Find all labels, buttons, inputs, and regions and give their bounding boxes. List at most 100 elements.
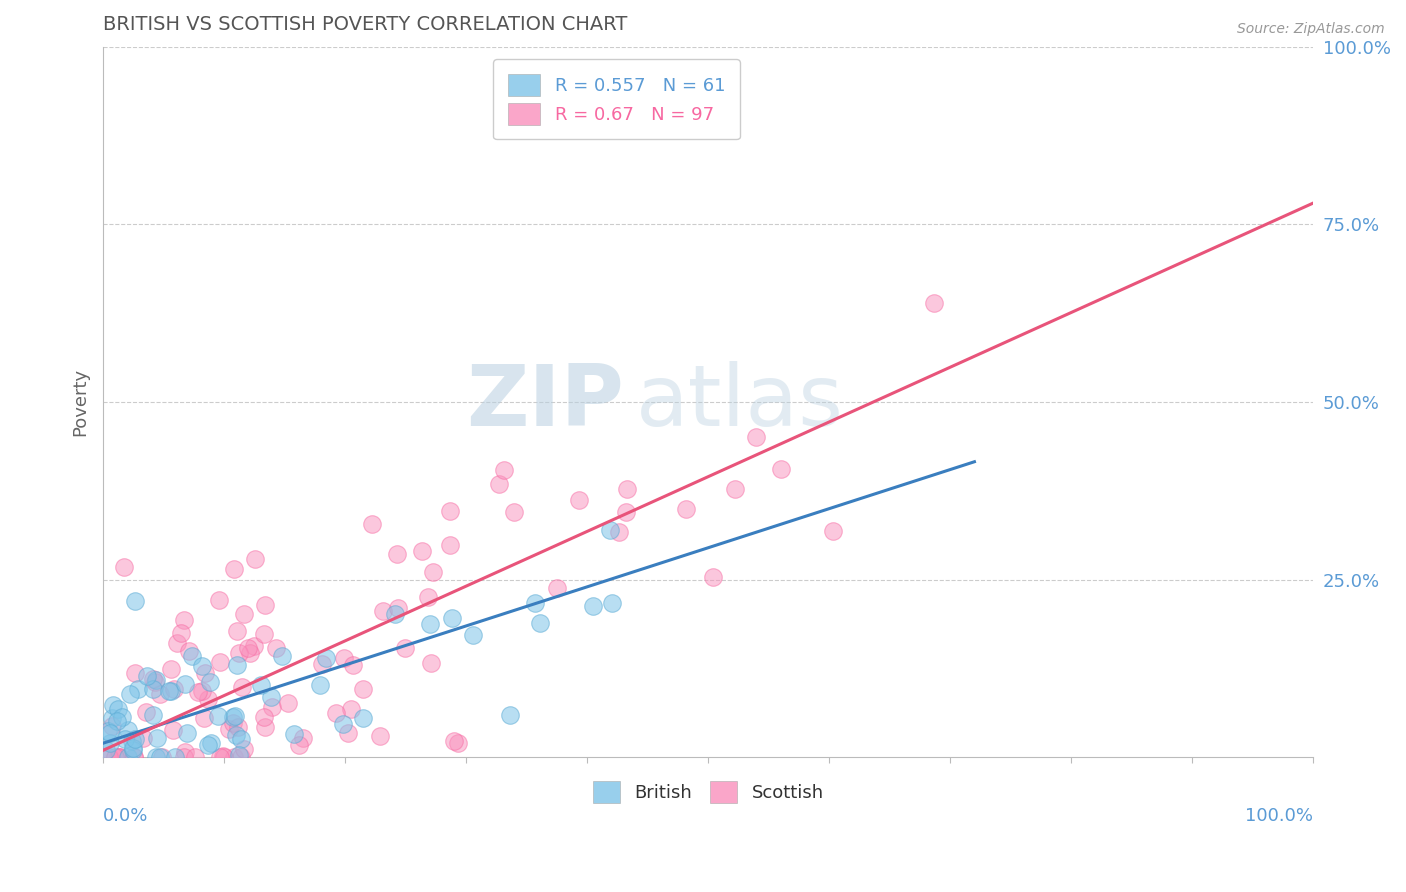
Point [150,750,173,764]
Point [97,750,120,764]
Point [253,627,276,641]
Point [200,736,222,750]
Point [105,714,128,728]
Point [131,731,153,746]
Point [769,462,792,476]
Point [208,593,231,607]
Point [145,675,167,690]
Point [208,750,231,764]
Point [180,649,202,664]
Point [121,741,143,756]
Point [101,698,124,712]
Point [325,706,347,720]
Point [124,732,146,747]
Text: BRITISH VS SCOTTISH POVERTY CORRELATION CHART: BRITISH VS SCOTTISH POVERTY CORRELATION … [103,15,627,34]
Point [239,646,262,660]
Point [283,727,305,741]
Point [340,702,363,716]
Point [135,668,157,682]
Point [221,716,243,731]
Point [336,726,359,740]
Point [253,720,276,734]
Point [122,750,145,764]
Point [411,543,433,558]
Point [176,725,198,739]
Point [162,723,184,737]
Point [98,736,121,750]
Point [523,596,546,610]
Point [924,296,946,310]
Point [187,685,209,699]
Point [253,598,276,612]
Point [546,581,568,595]
Point [225,728,247,742]
Point [191,684,214,698]
Point [724,482,747,496]
Point [107,750,129,764]
Point [149,687,172,701]
Point [194,666,217,681]
Point [568,492,591,507]
Text: 100.0%: 100.0% [1246,807,1313,825]
Point [149,750,172,764]
Point [224,709,246,723]
Point [315,650,337,665]
Point [160,662,183,676]
Point [607,524,630,539]
Point [447,736,470,750]
Point [174,677,197,691]
Point [419,617,441,632]
Point [163,681,186,696]
Point [260,699,283,714]
Point [463,628,485,642]
Point [384,607,406,621]
Point [371,604,394,618]
Point [222,709,245,723]
Point [616,483,638,497]
Point [135,705,157,719]
Point [108,750,131,764]
Point [173,750,195,764]
Point [184,750,207,764]
Point [440,611,463,625]
Point [228,747,250,762]
Point [145,750,167,764]
Point [101,711,124,725]
Point [146,731,169,745]
Point [420,656,443,670]
Point [823,524,845,538]
Point [104,750,127,764]
Point [387,601,409,615]
Point [271,648,294,663]
Point [368,729,391,743]
Point [229,732,252,747]
Point [191,658,214,673]
Text: atlas: atlas [636,360,844,443]
Point [207,709,229,723]
Point [599,523,621,537]
Point [142,708,165,723]
Point [117,723,139,737]
Point [745,430,768,444]
Point [225,658,247,673]
Point [333,651,356,665]
Point [218,722,240,736]
Point [117,750,139,764]
Point [422,565,444,579]
Point [352,681,374,696]
Point [212,750,235,764]
Point [197,739,219,753]
Point [308,677,330,691]
Point [173,613,195,627]
Point [231,680,253,694]
Point [198,675,221,690]
Point [266,640,288,655]
Point [387,547,409,561]
Point [499,708,522,723]
Point [174,746,197,760]
Point [208,655,231,669]
Point [97,724,120,739]
Point [226,720,249,734]
Point [224,562,246,576]
Point [439,504,461,518]
